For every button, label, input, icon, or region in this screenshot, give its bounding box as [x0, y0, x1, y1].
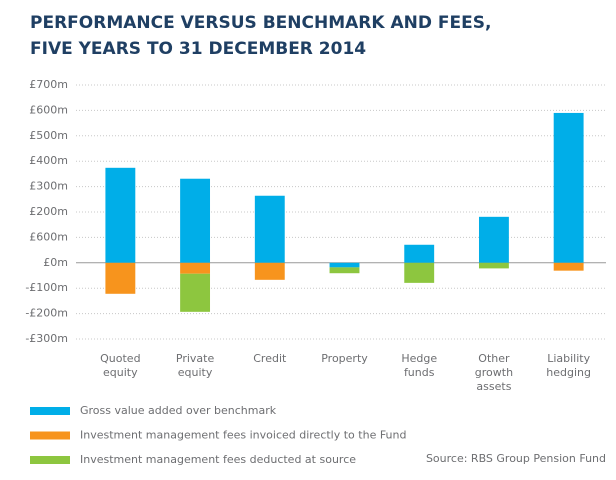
x-tick-label: Credit [253, 352, 287, 365]
x-tick-label: Liability hedging [546, 352, 591, 379]
legend-swatch [30, 407, 70, 415]
source: Source: RBS Group Pension Fund [425, 452, 606, 465]
bar [254, 262, 285, 280]
x-tick-label: Hedge funds [401, 352, 438, 379]
y-tick-label: £600m [29, 103, 68, 116]
x-tick-label: Private equity [175, 352, 215, 379]
bar [105, 167, 136, 263]
bar [553, 112, 584, 263]
y-tick-label: £200m [29, 205, 68, 218]
bar [329, 262, 360, 268]
y-tick-label: £600m [29, 230, 68, 243]
y-tick-label: £0m [43, 256, 68, 269]
legend-label: Gross value added over benchmark [80, 404, 277, 417]
bar [404, 244, 435, 263]
legend-swatch [30, 456, 70, 464]
legend-swatch [30, 431, 70, 440]
bar [553, 262, 584, 271]
bar [254, 195, 285, 263]
y-tick-label: -£200m [25, 307, 68, 320]
bar [478, 216, 509, 263]
bar [180, 273, 211, 312]
x-tick-label: Quoted equity [100, 352, 141, 379]
y-tick-label: -£100m [25, 281, 68, 294]
legend-label: Investment management fees deducted at s… [80, 453, 356, 466]
bar [180, 262, 211, 274]
legend-label: Investment management fees invoiced dire… [80, 429, 407, 442]
y-tick-label: £400m [29, 154, 68, 167]
bar [180, 178, 211, 263]
chart-title: PERFORMANCE VERSUS BENCHMARK AND FEES, F… [30, 13, 492, 59]
bar [329, 267, 360, 274]
bar [105, 262, 136, 294]
y-tick-label: £500m [29, 129, 68, 142]
y-tick-label: £300m [29, 180, 68, 193]
y-tick-label: £700m [29, 78, 68, 91]
y-tick-label: -£300m [25, 332, 68, 345]
x-tick-label: Property [321, 352, 368, 365]
bar [404, 262, 435, 283]
bar [478, 262, 509, 269]
x-tick-label: Other growth assets [474, 352, 514, 393]
